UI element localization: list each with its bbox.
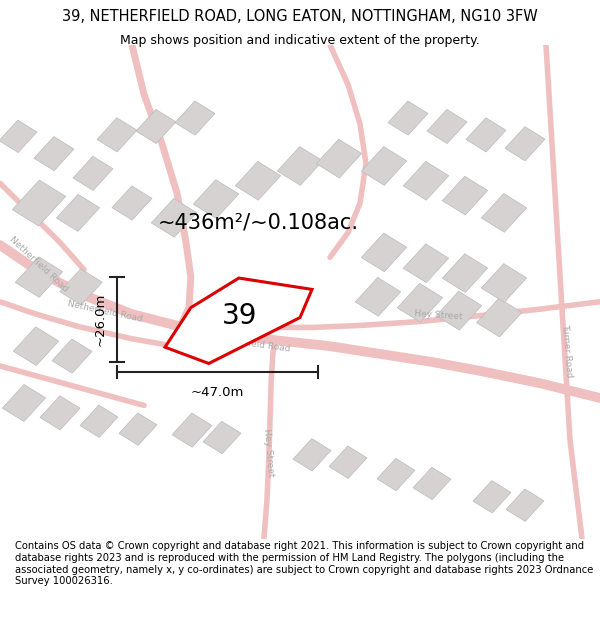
Polygon shape (165, 278, 312, 364)
Polygon shape (361, 233, 407, 272)
Polygon shape (73, 156, 113, 191)
Polygon shape (436, 291, 482, 330)
Polygon shape (505, 127, 545, 161)
Polygon shape (388, 101, 428, 135)
Polygon shape (112, 186, 152, 220)
Polygon shape (193, 180, 239, 218)
Polygon shape (427, 109, 467, 144)
Polygon shape (119, 413, 157, 446)
Polygon shape (15, 257, 63, 298)
Polygon shape (175, 101, 215, 135)
Polygon shape (34, 136, 74, 171)
Text: ~436m²/~0.108ac.: ~436m²/~0.108ac. (157, 213, 359, 232)
Polygon shape (56, 194, 100, 231)
Polygon shape (403, 244, 449, 282)
Polygon shape (361, 147, 407, 186)
Polygon shape (473, 481, 511, 513)
Text: 39: 39 (222, 302, 258, 329)
Polygon shape (403, 161, 449, 200)
Text: Netherfield Road: Netherfield Road (214, 334, 290, 354)
Polygon shape (13, 327, 59, 366)
Text: Turner Road: Turner Road (560, 324, 574, 378)
Text: Contains OS data © Crown copyright and database right 2021. This information is : Contains OS data © Crown copyright and d… (15, 541, 593, 586)
Text: Netherfield Road: Netherfield Road (8, 236, 70, 294)
Polygon shape (413, 468, 451, 499)
Text: ~26.0m: ~26.0m (93, 293, 106, 346)
Polygon shape (329, 446, 367, 478)
Polygon shape (60, 269, 102, 305)
Polygon shape (466, 118, 506, 152)
Polygon shape (97, 118, 137, 152)
Polygon shape (506, 489, 544, 521)
Text: Hey Street: Hey Street (262, 428, 275, 477)
Text: Hey Street: Hey Street (413, 309, 463, 322)
Polygon shape (442, 254, 488, 292)
Polygon shape (2, 384, 46, 421)
Polygon shape (476, 298, 522, 337)
Polygon shape (481, 194, 527, 232)
Text: Map shows position and indicative extent of the property.: Map shows position and indicative extent… (120, 34, 480, 47)
Polygon shape (355, 278, 401, 316)
Polygon shape (377, 458, 415, 491)
Text: ~47.0m: ~47.0m (191, 386, 244, 399)
Text: Netherfield Road: Netherfield Road (67, 299, 143, 324)
Polygon shape (277, 147, 323, 186)
Polygon shape (136, 109, 176, 144)
Polygon shape (80, 405, 118, 437)
Polygon shape (203, 421, 241, 454)
Polygon shape (397, 283, 443, 322)
Polygon shape (316, 139, 362, 178)
Polygon shape (40, 396, 80, 430)
Polygon shape (172, 413, 212, 447)
Polygon shape (481, 264, 527, 302)
Polygon shape (0, 120, 37, 152)
Polygon shape (235, 161, 281, 200)
Text: 39, NETHERFIELD ROAD, LONG EATON, NOTTINGHAM, NG10 3FW: 39, NETHERFIELD ROAD, LONG EATON, NOTTIN… (62, 9, 538, 24)
Polygon shape (52, 339, 92, 373)
Polygon shape (151, 199, 197, 237)
Polygon shape (442, 176, 488, 215)
Polygon shape (293, 439, 331, 471)
Polygon shape (12, 180, 66, 226)
